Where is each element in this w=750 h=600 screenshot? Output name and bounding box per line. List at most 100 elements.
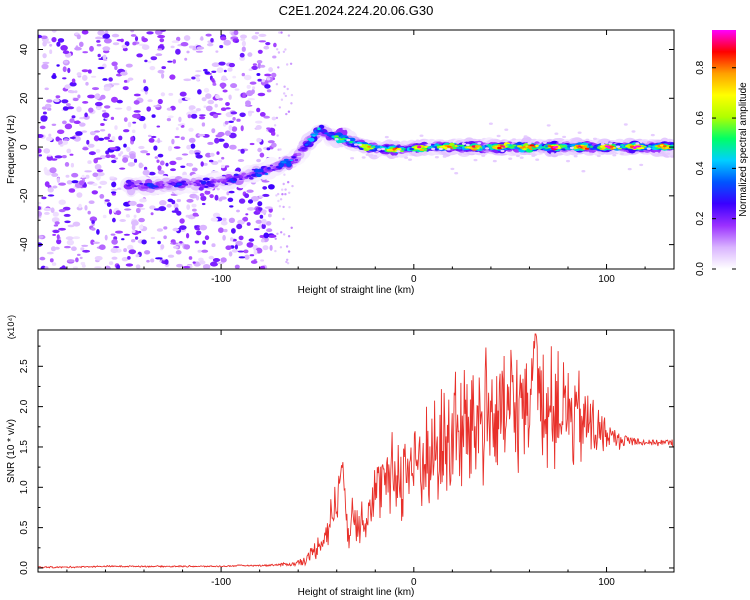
- noise-speckle: [127, 121, 132, 128]
- ridge-core: [309, 137, 314, 141]
- colorbar-tick-label: 0.4: [695, 161, 706, 175]
- noise-speckle: [93, 135, 100, 142]
- noise-speckle: [257, 147, 262, 153]
- noise-speckle: [215, 94, 220, 99]
- noise-speckle: [220, 107, 227, 111]
- noise-speckle: [110, 154, 116, 159]
- noise-speckle: [127, 77, 134, 81]
- spectrogram-noise: [38, 30, 294, 269]
- noise-speckle: [44, 211, 50, 215]
- noise-speckle: [234, 244, 238, 250]
- band-speckle: [388, 141, 393, 144]
- band-speckle: [404, 156, 409, 159]
- band-speckle: [643, 141, 648, 144]
- band-speckle: [469, 151, 474, 154]
- noise-speckle: [274, 237, 277, 240]
- noise-speckle: [130, 30, 135, 33]
- noise-speckle: [279, 148, 282, 151]
- noise-speckle: [280, 98, 284, 101]
- noise-speckle: [275, 83, 279, 86]
- noise-speckle: [235, 240, 243, 246]
- noise-speckle: [271, 116, 277, 121]
- noise-speckle: [77, 94, 81, 99]
- noise-speckle: [133, 214, 137, 218]
- ridge-core: [304, 143, 309, 146]
- noise-speckle: [218, 61, 226, 66]
- band-speckle: [411, 151, 416, 154]
- noise-speckle: [62, 106, 69, 111]
- noise-speckle: [96, 172, 105, 177]
- band-speckle: [396, 150, 401, 153]
- noise-speckle: [146, 153, 151, 156]
- noise-speckle: [273, 124, 277, 127]
- noise-speckle: [246, 222, 251, 226]
- band-speckle: [562, 135, 567, 139]
- noise-speckle: [184, 97, 191, 101]
- noise-speckle: [167, 198, 174, 203]
- ridge-core: [164, 184, 169, 187]
- noise-speckle: [126, 146, 131, 152]
- noise-speckle: [205, 105, 213, 112]
- noise-speckle: [197, 249, 202, 253]
- noise-speckle: [56, 234, 60, 240]
- noise-speckle: [159, 200, 167, 206]
- noise-speckle: [167, 145, 173, 152]
- ridge-core: [587, 143, 592, 146]
- noise-speckle: [103, 38, 112, 44]
- ridge-halo: [135, 180, 142, 184]
- noise-speckle: [39, 256, 46, 261]
- noise-speckle: [216, 262, 225, 265]
- spectrogram-ridge: [120, 124, 674, 198]
- noise-speckle: [220, 164, 226, 169]
- noise-speckle: [186, 204, 191, 211]
- noise-speckle: [263, 232, 270, 239]
- colorbar-label: Normalized spectral amplitude: [738, 82, 749, 217]
- noise-speckle: [173, 146, 181, 149]
- noise-speckle: [179, 241, 183, 244]
- noise-speckle: [94, 130, 101, 133]
- noise-speckle: [112, 82, 120, 86]
- noise-speckle: [234, 88, 240, 91]
- ridge-core: [369, 147, 374, 150]
- noise-speckle: [281, 188, 284, 191]
- band-speckle: [446, 148, 451, 151]
- noise-speckle: [66, 103, 71, 107]
- ridge-core: [392, 147, 396, 151]
- noise-speckle: [230, 83, 238, 89]
- noise-speckle: [221, 75, 227, 81]
- noise-speckle: [119, 219, 126, 222]
- ridge-core: [312, 134, 316, 137]
- band-speckle: [415, 139, 420, 142]
- noise-speckle: [240, 148, 245, 154]
- noise-speckle: [100, 129, 106, 132]
- noise-speckle: [190, 110, 198, 114]
- noise-speckle: [89, 45, 94, 52]
- noise-speckle: [285, 245, 289, 248]
- noise-speckle: [246, 189, 254, 193]
- noise-speckle: [225, 245, 232, 250]
- noise-speckle: [209, 194, 214, 199]
- noise-speckle: [44, 181, 50, 188]
- noise-speckle: [38, 34, 43, 39]
- noise-speckle: [197, 89, 202, 95]
- noise-speckle: [221, 156, 225, 160]
- noise-speckle: [214, 137, 220, 144]
- noise-speckle: [59, 266, 67, 269]
- noise-speckle: [122, 47, 128, 52]
- noise-speckle: [237, 250, 245, 253]
- band-speckle: [596, 154, 601, 158]
- noise-speckle: [230, 111, 238, 115]
- noise-speckle: [64, 84, 71, 89]
- noise-speckle: [231, 228, 236, 234]
- noise-speckle: [210, 217, 219, 222]
- noise-speckle: [68, 188, 76, 193]
- noise-speckle: [219, 82, 227, 88]
- noise-speckle: [180, 165, 186, 168]
- noise-speckle: [240, 38, 246, 41]
- noise-speckle: [144, 250, 151, 255]
- noise-speckle: [157, 165, 162, 171]
- noise-speckle: [57, 38, 65, 43]
- noise-speckle: [102, 214, 107, 219]
- ridge-core: [237, 176, 241, 178]
- noise-speckle: [102, 112, 110, 118]
